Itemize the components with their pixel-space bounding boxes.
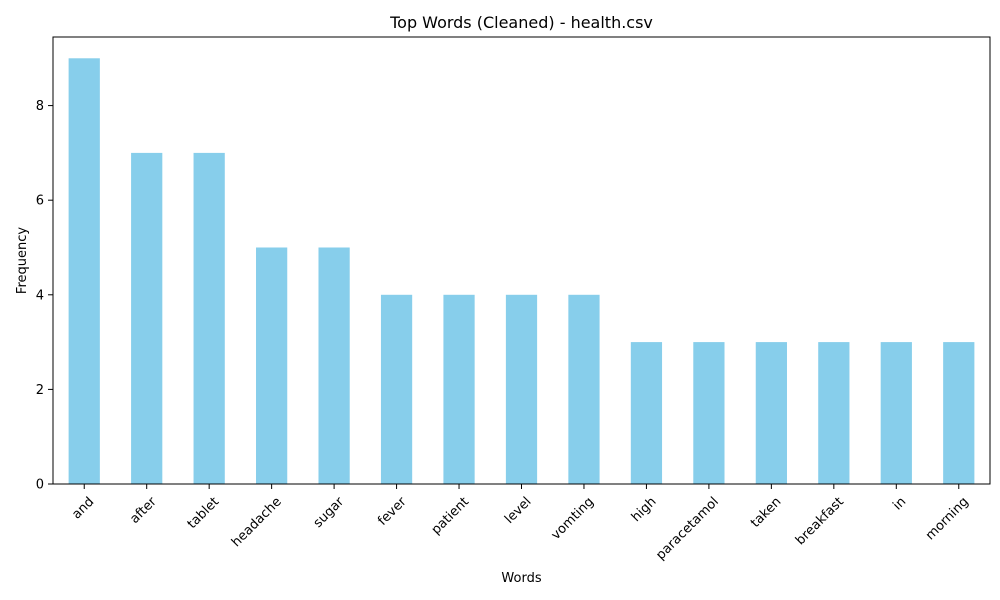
x-tick-label-taken: taken <box>748 494 784 530</box>
bars-layer <box>68 58 975 485</box>
bar-headache <box>256 247 288 484</box>
x-tick-label-sugar: sugar <box>311 494 348 531</box>
bar-sugar <box>318 247 350 484</box>
chart-title: Top Words (Cleaned) - health.csv <box>389 13 653 32</box>
x-tick-label-high: high <box>629 494 660 525</box>
bar-vomting <box>568 294 600 484</box>
bar-paracetamol <box>693 342 725 484</box>
bar-after <box>131 152 163 484</box>
bar-breakfast <box>818 342 850 484</box>
x-tick-label-headache: headache <box>229 494 285 550</box>
bar-level <box>505 294 538 484</box>
x-tick-label-vomting: vomting <box>549 494 597 542</box>
x-tick-label-after: after <box>127 494 160 527</box>
bar-taken <box>755 342 787 484</box>
y-axis-ticks: 0 2 4 6 8 <box>36 99 53 493</box>
y-tick-label: 4 <box>36 288 44 303</box>
y-tick-label: 8 <box>36 99 44 114</box>
y-axis-label: Frequency <box>15 227 30 294</box>
x-tick-label-fever: fever <box>375 494 410 529</box>
x-axis-ticks: and after tablet headache sugar fever patient l… <box>69 484 972 563</box>
y-tick-label: 0 <box>36 478 44 493</box>
bar-in <box>880 342 912 484</box>
bar-and <box>68 58 100 485</box>
x-tick-label-in: in <box>890 494 909 513</box>
x-tick-label-morning: morning <box>923 494 972 543</box>
bar-high <box>630 342 663 484</box>
x-tick-label-patient: patient <box>429 494 472 537</box>
bar-patient <box>443 294 475 484</box>
bar-morning <box>943 342 975 484</box>
x-axis-label: Words <box>501 571 541 586</box>
y-tick-label: 6 <box>36 194 44 209</box>
x-tick-label-paracetamol: paracetamol <box>653 494 722 563</box>
x-tick-label-and: and <box>69 494 97 522</box>
x-tick-label-tablet: tablet <box>185 494 222 531</box>
y-tick-label: 2 <box>36 383 44 398</box>
x-tick-label-level: level <box>502 494 534 526</box>
x-tick-label-breakfast: breakfast <box>793 494 847 548</box>
bar-fever <box>380 294 413 484</box>
bar-tablet <box>193 152 225 484</box>
